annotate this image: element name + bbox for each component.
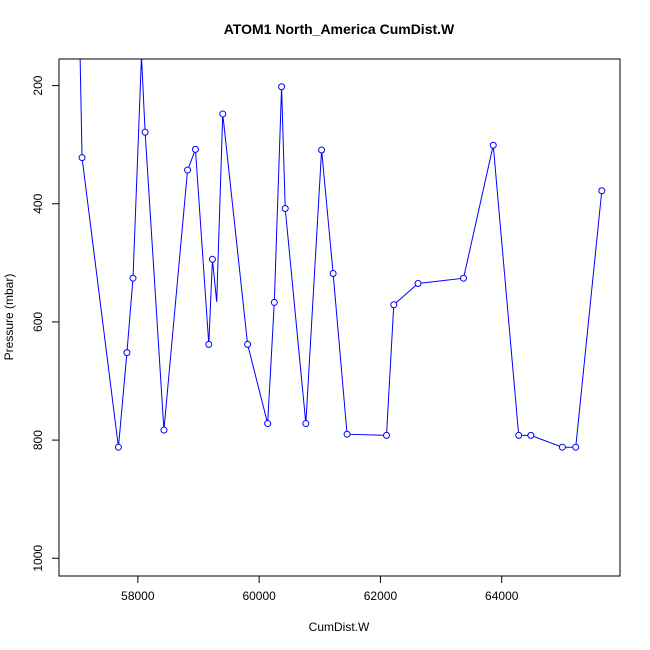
data-point [191, 145, 199, 153]
y-axis-label: Pressure (mbar) [2, 274, 16, 361]
data-point [558, 443, 566, 451]
y-tick-label: 400 [31, 193, 45, 213]
data-point [114, 443, 122, 451]
series-line [78, 59, 606, 451]
data-point [598, 187, 606, 195]
y-tick-label: 200 [31, 75, 45, 95]
x-tick-label: 64000 [485, 589, 519, 603]
data-point [264, 420, 272, 428]
chart-title: ATOM1 North_America CumDist.W [224, 21, 455, 37]
data-point [515, 431, 523, 439]
x-axis: 58000 60000 62000 64000 [121, 575, 519, 603]
x-tick-label: 60000 [242, 589, 276, 603]
data-point [489, 141, 497, 149]
y-tick-label: 600 [31, 312, 45, 332]
data-point [205, 340, 213, 348]
x-axis-label: CumDist.W [309, 620, 370, 634]
data-point [129, 274, 137, 282]
data-point [270, 298, 278, 306]
data-point [318, 146, 326, 154]
data-point [123, 349, 131, 357]
y-tick-label: 1000 [31, 545, 45, 572]
data-point [390, 301, 398, 309]
data-point [414, 280, 422, 288]
data-point [460, 274, 468, 282]
data-point [141, 128, 149, 136]
y-axis: 200 400 600 800 1000 [31, 75, 60, 572]
data-point [219, 110, 227, 118]
data-point [302, 420, 310, 428]
plot-frame [58, 58, 621, 577]
data-point [527, 431, 535, 439]
x-tick-label: 58000 [121, 589, 155, 603]
data-point [329, 269, 337, 277]
series-polyline [79, 59, 603, 448]
data-point [208, 255, 216, 263]
data-point [281, 204, 289, 212]
data-point [572, 443, 580, 451]
data-point [160, 426, 168, 434]
data-point [383, 431, 391, 439]
data-point [184, 166, 192, 174]
y-tick-label: 800 [31, 430, 45, 450]
data-point [278, 83, 286, 91]
data-point [343, 430, 351, 438]
data-point [244, 340, 252, 348]
x-tick-label: 62000 [364, 589, 398, 603]
data-point [78, 154, 86, 162]
